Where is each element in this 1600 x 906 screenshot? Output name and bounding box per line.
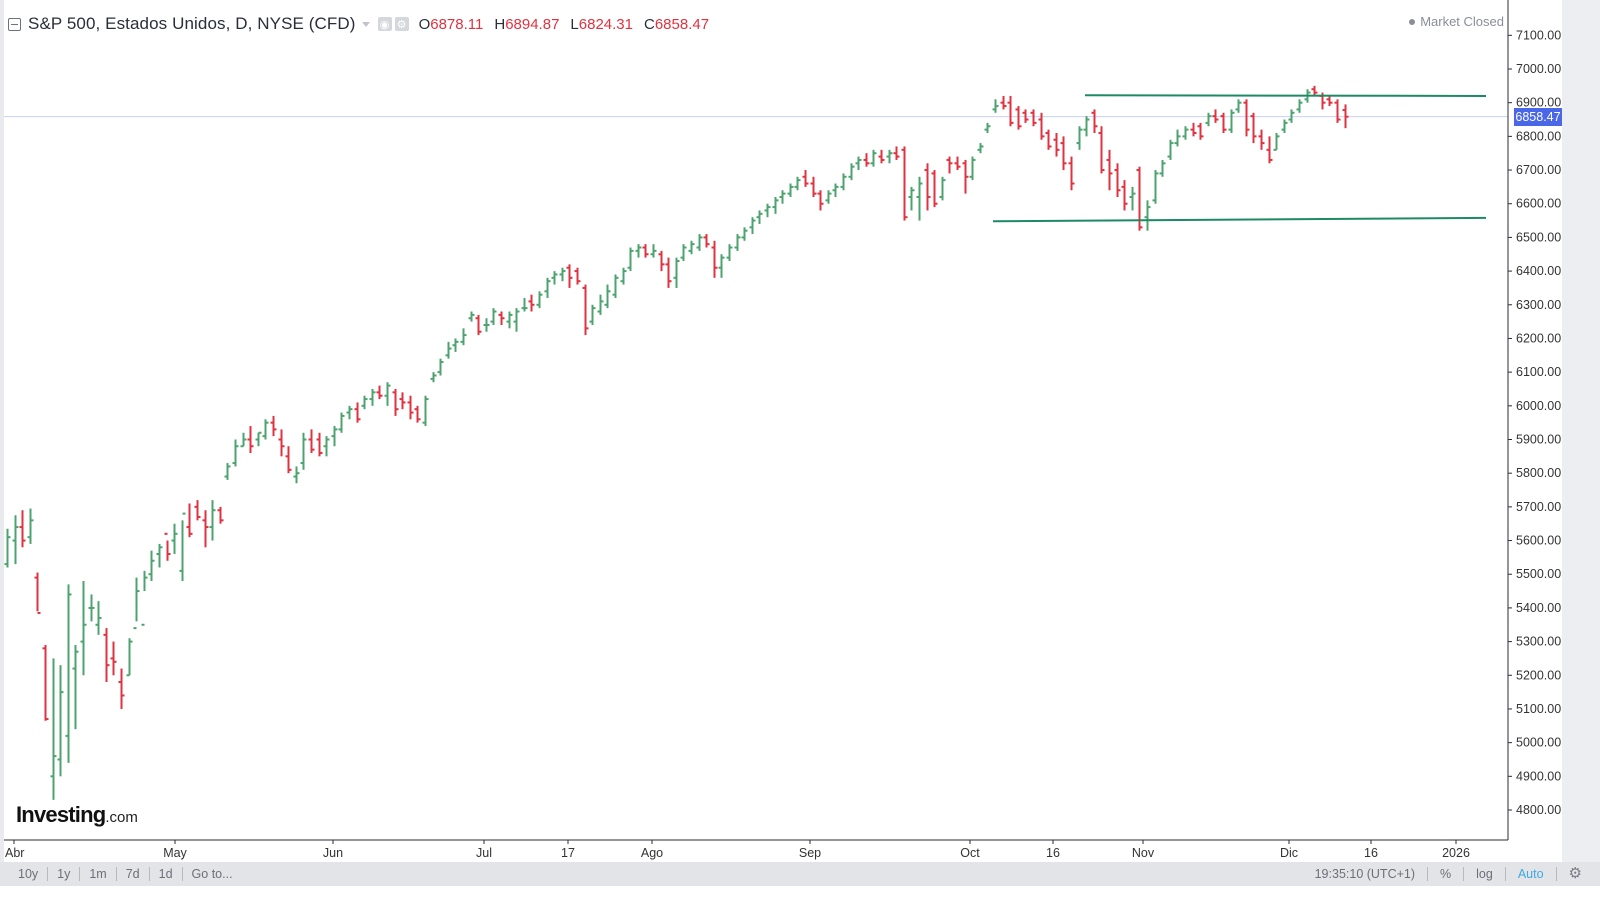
y-tick-label: 5500.00 [1516, 567, 1561, 581]
ohlc-chart[interactable]: 7100.00 7000.00 6900.00 6800.00 6700.00 6600.… [0, 0, 1600, 862]
x-tick-label: Sep [799, 846, 821, 860]
last-price-tag: 6858.47 [1514, 108, 1562, 126]
x-tick-label: May [163, 846, 187, 860]
investing-logo: Investing.com [16, 802, 138, 828]
x-tick-label: Jul [476, 846, 492, 860]
x-tick-label: Abr [5, 846, 24, 860]
y-tick-label: 7100.00 [1516, 28, 1561, 42]
clock-time[interactable]: 19:35:10 (UTC+1) [1303, 867, 1429, 881]
x-tick-label: Nov [1132, 846, 1155, 860]
range-1d-button[interactable]: 1d [150, 867, 183, 881]
y-tick-label: 6600.00 [1516, 197, 1561, 211]
range-7d-button[interactable]: 7d [117, 867, 150, 881]
y-tick-label: 5000.00 [1516, 736, 1561, 750]
y-tick-label: 6700.00 [1516, 163, 1561, 177]
y-tick-label: 5800.00 [1516, 466, 1561, 480]
y-tick-label: 7000.00 [1516, 62, 1561, 76]
high-value: 6894.87 [505, 15, 560, 33]
y-tick-label: 6800.00 [1516, 129, 1561, 143]
collapse-icon[interactable] [8, 17, 21, 31]
high-label: H [494, 15, 506, 33]
x-tick-label: 2026 [1442, 846, 1470, 860]
left-edge [0, 0, 4, 862]
y-tick-label: 6500.00 [1516, 230, 1561, 244]
right-gutter [1562, 0, 1600, 862]
open-label: O [418, 15, 431, 33]
footer-spacer [0, 886, 1600, 906]
y-tick-label: 5700.00 [1516, 500, 1561, 514]
goto-button[interactable]: Go to... [191, 867, 233, 881]
y-tick-label: 4800.00 [1516, 803, 1561, 817]
market-status-text: Market Closed [1420, 14, 1504, 29]
x-tick-label: 16 [1364, 846, 1378, 860]
instrument-title[interactable]: S&P 500, Estados Unidos, D, NYSE (CFD) [28, 14, 356, 33]
market-status: Market Closed [1409, 14, 1504, 29]
low-label: L [570, 15, 579, 33]
x-tick-label: 17 [561, 846, 575, 860]
chart-footer: 10y 1y 1m 7d 1d Go to... 19:35:10 (UTC+1… [0, 862, 1600, 886]
resistance-trendline [1084, 94, 1487, 97]
y-tick-label: 5900.00 [1516, 433, 1561, 447]
range-1m-button[interactable]: 1m [80, 867, 117, 881]
range-1y-button[interactable]: 1y [48, 867, 81, 881]
y-tick-label: 5300.00 [1516, 635, 1561, 649]
footer-controls: 19:35:10 (UTC+1) % log Auto ⚙ [1303, 865, 1600, 882]
y-tick-label: 4900.00 [1516, 769, 1561, 783]
percent-toggle[interactable]: % [1428, 867, 1465, 881]
y-tick-label: 6900.00 [1516, 96, 1561, 110]
y-tick-label: 5400.00 [1516, 601, 1561, 615]
x-tick-label: Jun [323, 846, 343, 860]
low-value: 6824.31 [578, 15, 633, 33]
y-tick-label: 6000.00 [1516, 399, 1561, 413]
x-tick-label: 16 [1046, 846, 1060, 860]
close-value: 6858.47 [654, 15, 710, 33]
logo-brand: Investing [16, 802, 106, 827]
logo-suffix: .com [105, 809, 138, 826]
x-tick-label: Oct [960, 846, 980, 860]
y-tick-label: 5100.00 [1516, 702, 1561, 716]
y-tick-label: 6400.00 [1516, 264, 1561, 278]
y-tick-label: 5200.00 [1516, 668, 1561, 682]
log-toggle[interactable]: log [1464, 867, 1506, 881]
settings-gear-icon[interactable]: ⚙ [1568, 865, 1582, 882]
gear-icon[interactable]: ⚙ [394, 17, 409, 31]
y-tick-label: 6100.00 [1516, 365, 1561, 379]
x-tick-label: Dic [1280, 846, 1298, 860]
close-label: C [644, 15, 655, 33]
y-tick-label: 5600.00 [1516, 534, 1561, 548]
open-value: 6878.11 [430, 15, 484, 33]
y-tick-label: 6300.00 [1516, 298, 1561, 312]
chevron-down-icon[interactable] [361, 21, 370, 27]
y-tick-label: 6200.00 [1516, 331, 1561, 345]
eye-icon[interactable]: ◉ [377, 17, 392, 31]
x-tick-label: Ago [641, 846, 663, 860]
support-trendline [992, 216, 1487, 223]
status-dot-icon [1409, 18, 1416, 25]
range-10y-button[interactable]: 10y [0, 867, 49, 881]
auto-scale-toggle[interactable]: Auto [1506, 867, 1557, 881]
chart-header: S&P 500, Estados Unidos, D, NYSE (CFD) ◉… [8, 12, 720, 36]
ohlc-values: O 6878.11 H 6894.87 L 6824.31 C 6858.47 [419, 16, 721, 33]
